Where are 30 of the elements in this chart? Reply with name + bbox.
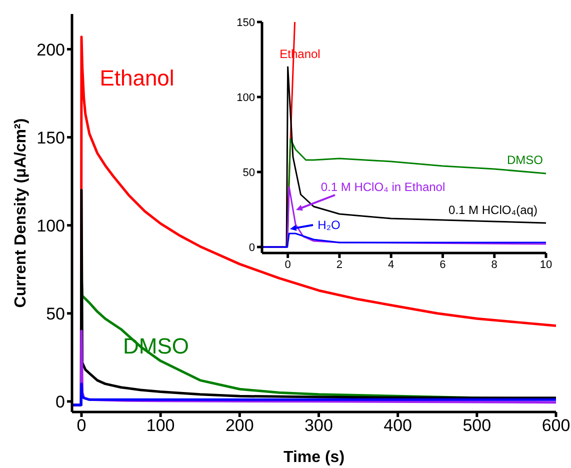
x-tick-label: 10 [540, 258, 552, 271]
y-tick-label: 150 [36, 128, 65, 148]
x-tick-label: 8 [491, 258, 498, 271]
x-tick-label: 600 [542, 416, 570, 436]
x-tick-label: 0 [284, 258, 291, 271]
x-axis-title: Time (s) [283, 449, 345, 466]
x-tick-label: 400 [384, 416, 412, 436]
x-tick-label: 0 [76, 416, 86, 436]
line-series [72, 382, 556, 406]
x-tick-label: 2 [336, 258, 343, 271]
y-tick-label: 50 [46, 304, 65, 324]
x-tick-label: 6 [440, 258, 446, 271]
line-series [262, 232, 546, 248]
y-tick-label: 50 [242, 166, 255, 179]
x-tick-label: 300 [304, 416, 333, 436]
series-label: Ethanol [100, 66, 174, 90]
legend-label: H₂O [318, 218, 340, 232]
text: 0.1 M HClO₄ in Ethanol [320, 180, 446, 194]
y-tick-label: 0 [248, 242, 255, 254]
y-tick-label: 0 [56, 392, 65, 412]
x-tick-label: 100 [146, 416, 175, 436]
series-label: 0.1 M HClO₄(aq) [448, 203, 538, 217]
y-tick-label: 200 [36, 40, 65, 60]
y-tick-label: 100 [236, 92, 255, 104]
y-tick-label: 100 [36, 216, 65, 236]
x-tick-label: 500 [462, 416, 492, 436]
y-tick-label: 150 [236, 16, 255, 29]
y-axis-title: Current Density (μA/cm²) [12, 118, 30, 308]
series-label: DMSO [507, 153, 543, 167]
x-tick-label: 4 [388, 258, 394, 271]
